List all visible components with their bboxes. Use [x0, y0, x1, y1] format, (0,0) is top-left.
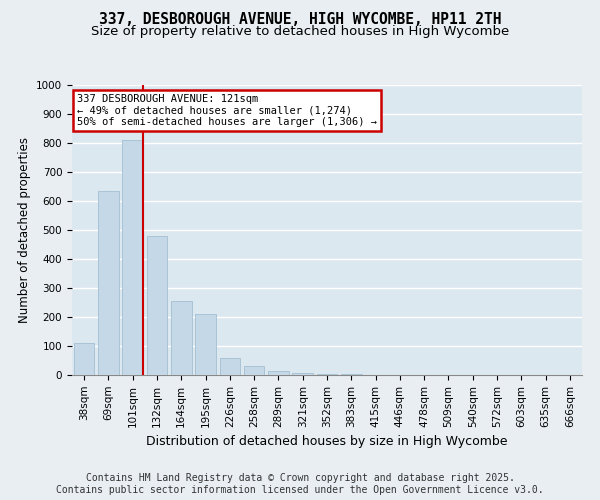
Bar — [317, 374, 337, 375]
Bar — [220, 358, 240, 375]
Bar — [98, 191, 119, 375]
Bar — [171, 301, 191, 375]
Bar — [341, 374, 362, 375]
Text: Contains HM Land Registry data © Crown copyright and database right 2025.
Contai: Contains HM Land Registry data © Crown c… — [56, 474, 544, 495]
Y-axis label: Number of detached properties: Number of detached properties — [17, 137, 31, 323]
Bar — [122, 140, 143, 375]
Bar — [244, 366, 265, 375]
X-axis label: Distribution of detached houses by size in High Wycombe: Distribution of detached houses by size … — [146, 435, 508, 448]
Bar — [146, 236, 167, 375]
Bar — [74, 343, 94, 375]
Text: 337 DESBOROUGH AVENUE: 121sqm
← 49% of detached houses are smaller (1,274)
50% o: 337 DESBOROUGH AVENUE: 121sqm ← 49% of d… — [77, 94, 377, 127]
Text: Size of property relative to detached houses in High Wycombe: Size of property relative to detached ho… — [91, 25, 509, 38]
Bar — [292, 372, 313, 375]
Bar — [268, 370, 289, 375]
Bar — [195, 314, 216, 375]
Text: 337, DESBOROUGH AVENUE, HIGH WYCOMBE, HP11 2TH: 337, DESBOROUGH AVENUE, HIGH WYCOMBE, HP… — [99, 12, 501, 28]
